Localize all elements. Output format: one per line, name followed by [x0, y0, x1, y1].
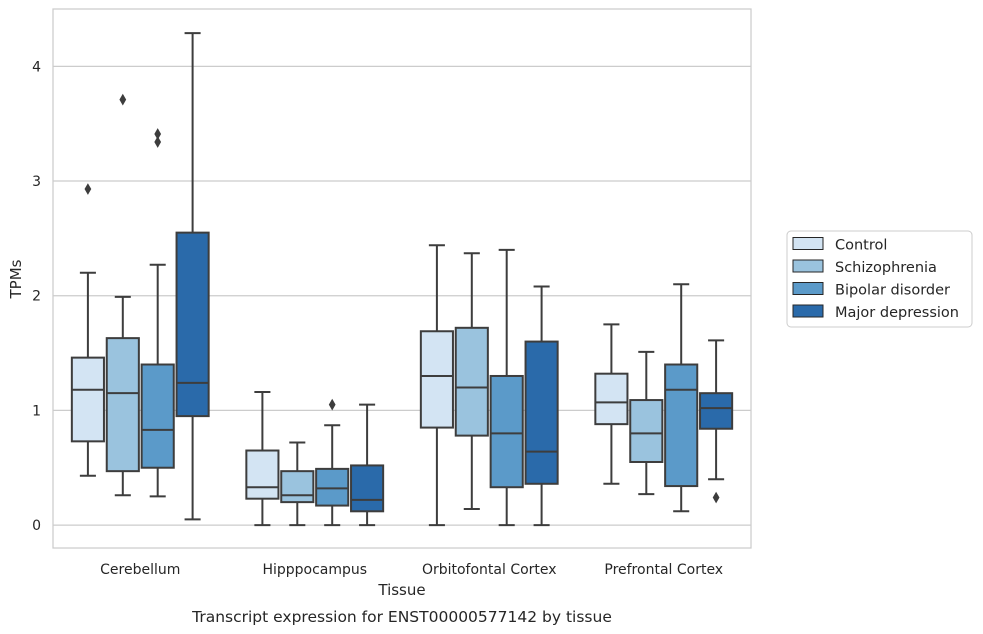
legend-label: Bipolar disorder	[835, 283, 950, 299]
box-body	[524, 340, 559, 485]
legend-swatch	[792, 237, 824, 250]
y-tick-label: 1	[32, 403, 41, 419]
y-tick-label: 2	[32, 289, 41, 305]
outlier-point	[712, 491, 720, 504]
legend-swatch	[792, 259, 824, 273]
x-axis-title: Tissue	[377, 581, 425, 599]
y-tick-label: 3	[32, 174, 41, 190]
box-body	[175, 231, 210, 418]
legend-swatch	[792, 282, 824, 295]
box	[699, 339, 734, 504]
category-group	[70, 32, 210, 521]
outlier-point	[154, 128, 162, 140]
box-body	[350, 464, 385, 513]
y-tick-label: 4	[32, 59, 41, 75]
outlier-point	[328, 398, 336, 411]
box	[140, 128, 175, 498]
x-tick-label: Prefrontal Cortex	[604, 562, 723, 578]
box	[175, 32, 210, 521]
legend-label: Major depression	[835, 305, 959, 321]
category-group	[419, 244, 559, 527]
outlier-point	[119, 93, 127, 106]
chart-caption: Transcript expression for ENST0000057714…	[191, 608, 612, 626]
plot-frame	[52, 8, 752, 549]
legend-label: Control	[835, 238, 887, 254]
box-body	[594, 372, 629, 426]
box	[419, 244, 454, 527]
box	[315, 398, 350, 527]
box-body	[419, 330, 454, 429]
box	[594, 323, 629, 485]
box-body	[280, 470, 315, 504]
box	[454, 252, 489, 511]
x-tick-label: Hipppocampus	[262, 562, 367, 578]
box	[350, 403, 385, 527]
legend-frame	[786, 230, 973, 328]
legend: Control Schizophrenia Bipolar disorder Majo…	[786, 230, 973, 328]
box	[664, 283, 699, 513]
box	[489, 248, 524, 527]
box-body	[70, 356, 105, 443]
box	[70, 183, 105, 477]
box-body	[245, 449, 280, 500]
box	[105, 93, 140, 497]
box-body	[489, 374, 524, 489]
box	[524, 285, 559, 527]
x-axis: Cerebellum Hipppocampus Orbitofontal Corte…	[100, 562, 723, 578]
box-body	[629, 399, 664, 463]
legend-label: Schizophrenia	[835, 260, 937, 276]
category-group	[245, 391, 385, 527]
outlier-point	[154, 136, 162, 148]
box-body	[664, 363, 699, 488]
x-tick-label: Orbitofontal Cortex	[422, 562, 557, 578]
box-body	[140, 363, 175, 469]
category-group	[594, 283, 734, 513]
box-groups	[70, 32, 734, 527]
box-body	[105, 337, 140, 473]
y-axis: 0 1 2 3 4	[32, 59, 41, 534]
box-body	[699, 392, 734, 430]
box-body	[315, 467, 350, 507]
box	[280, 441, 315, 527]
y-axis-title: TPMs	[7, 259, 25, 299]
x-tick-label: Cerebellum	[100, 562, 180, 578]
legend-item: Schizophrenia	[792, 259, 937, 276]
outlier-point	[84, 183, 92, 195]
legend-item: Control	[792, 237, 887, 254]
box	[245, 391, 280, 527]
y-tick-label: 0	[32, 518, 41, 534]
box	[629, 350, 664, 496]
box-body	[454, 326, 489, 437]
legend-item: Bipolar disorder	[792, 282, 950, 299]
legend-swatch	[792, 304, 824, 318]
legend-item: Major depression	[792, 304, 959, 321]
